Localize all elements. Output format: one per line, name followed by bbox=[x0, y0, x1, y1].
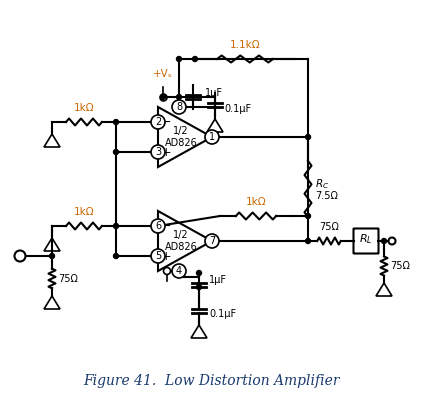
Circle shape bbox=[197, 271, 201, 275]
Circle shape bbox=[114, 253, 119, 259]
Text: 1kΩ: 1kΩ bbox=[74, 207, 94, 217]
Circle shape bbox=[192, 57, 197, 61]
Text: −: − bbox=[161, 219, 171, 233]
Text: 6: 6 bbox=[155, 221, 161, 231]
Text: AD826: AD826 bbox=[165, 138, 197, 148]
Text: $R_C$: $R_C$ bbox=[315, 177, 329, 191]
Text: +Vₛ: +Vₛ bbox=[153, 69, 173, 79]
Text: 4: 4 bbox=[176, 266, 182, 276]
Text: 7.5Ω: 7.5Ω bbox=[315, 191, 338, 201]
Text: 0.1μF: 0.1μF bbox=[209, 309, 236, 319]
Circle shape bbox=[14, 251, 25, 261]
Text: 7: 7 bbox=[209, 236, 215, 246]
Text: 1/2: 1/2 bbox=[173, 230, 189, 240]
Text: $R_L$: $R_L$ bbox=[359, 232, 373, 246]
Text: 75Ω: 75Ω bbox=[390, 261, 410, 271]
Text: 75Ω: 75Ω bbox=[319, 222, 339, 232]
FancyBboxPatch shape bbox=[354, 229, 379, 253]
Text: +: + bbox=[161, 249, 171, 263]
Circle shape bbox=[151, 145, 165, 159]
Text: 1μF: 1μF bbox=[205, 88, 223, 98]
Circle shape bbox=[114, 223, 119, 229]
Text: 1μF: 1μF bbox=[209, 275, 227, 285]
Circle shape bbox=[172, 264, 186, 278]
Text: 8: 8 bbox=[176, 102, 182, 112]
Circle shape bbox=[151, 219, 165, 233]
Text: 2: 2 bbox=[155, 117, 161, 127]
Text: 1kΩ: 1kΩ bbox=[74, 103, 94, 113]
Text: AD826: AD826 bbox=[165, 242, 197, 252]
Text: Figure 41.  Low Distortion Amplifier: Figure 41. Low Distortion Amplifier bbox=[83, 374, 339, 388]
Circle shape bbox=[306, 134, 311, 140]
Circle shape bbox=[306, 239, 311, 243]
Text: 1.1kΩ: 1.1kΩ bbox=[230, 40, 260, 50]
Circle shape bbox=[176, 57, 181, 61]
Circle shape bbox=[49, 253, 54, 259]
Text: 1: 1 bbox=[209, 132, 215, 142]
Text: −: − bbox=[161, 115, 171, 128]
Circle shape bbox=[172, 100, 186, 114]
Circle shape bbox=[163, 267, 170, 275]
Text: 1/2: 1/2 bbox=[173, 126, 189, 136]
Text: 3: 3 bbox=[155, 147, 161, 157]
Circle shape bbox=[389, 237, 395, 245]
Circle shape bbox=[160, 95, 165, 99]
Circle shape bbox=[205, 234, 219, 248]
Circle shape bbox=[381, 239, 387, 243]
Circle shape bbox=[151, 249, 165, 263]
Circle shape bbox=[306, 213, 311, 219]
Circle shape bbox=[151, 115, 165, 129]
Circle shape bbox=[205, 130, 219, 144]
Circle shape bbox=[114, 150, 119, 154]
Text: +: + bbox=[161, 146, 171, 158]
Text: 5: 5 bbox=[155, 251, 161, 261]
Text: 1kΩ: 1kΩ bbox=[246, 197, 266, 207]
Text: 75Ω: 75Ω bbox=[58, 274, 78, 284]
Text: 0.1μF: 0.1μF bbox=[224, 104, 251, 114]
Circle shape bbox=[197, 284, 201, 290]
Circle shape bbox=[176, 95, 181, 99]
Circle shape bbox=[114, 119, 119, 124]
